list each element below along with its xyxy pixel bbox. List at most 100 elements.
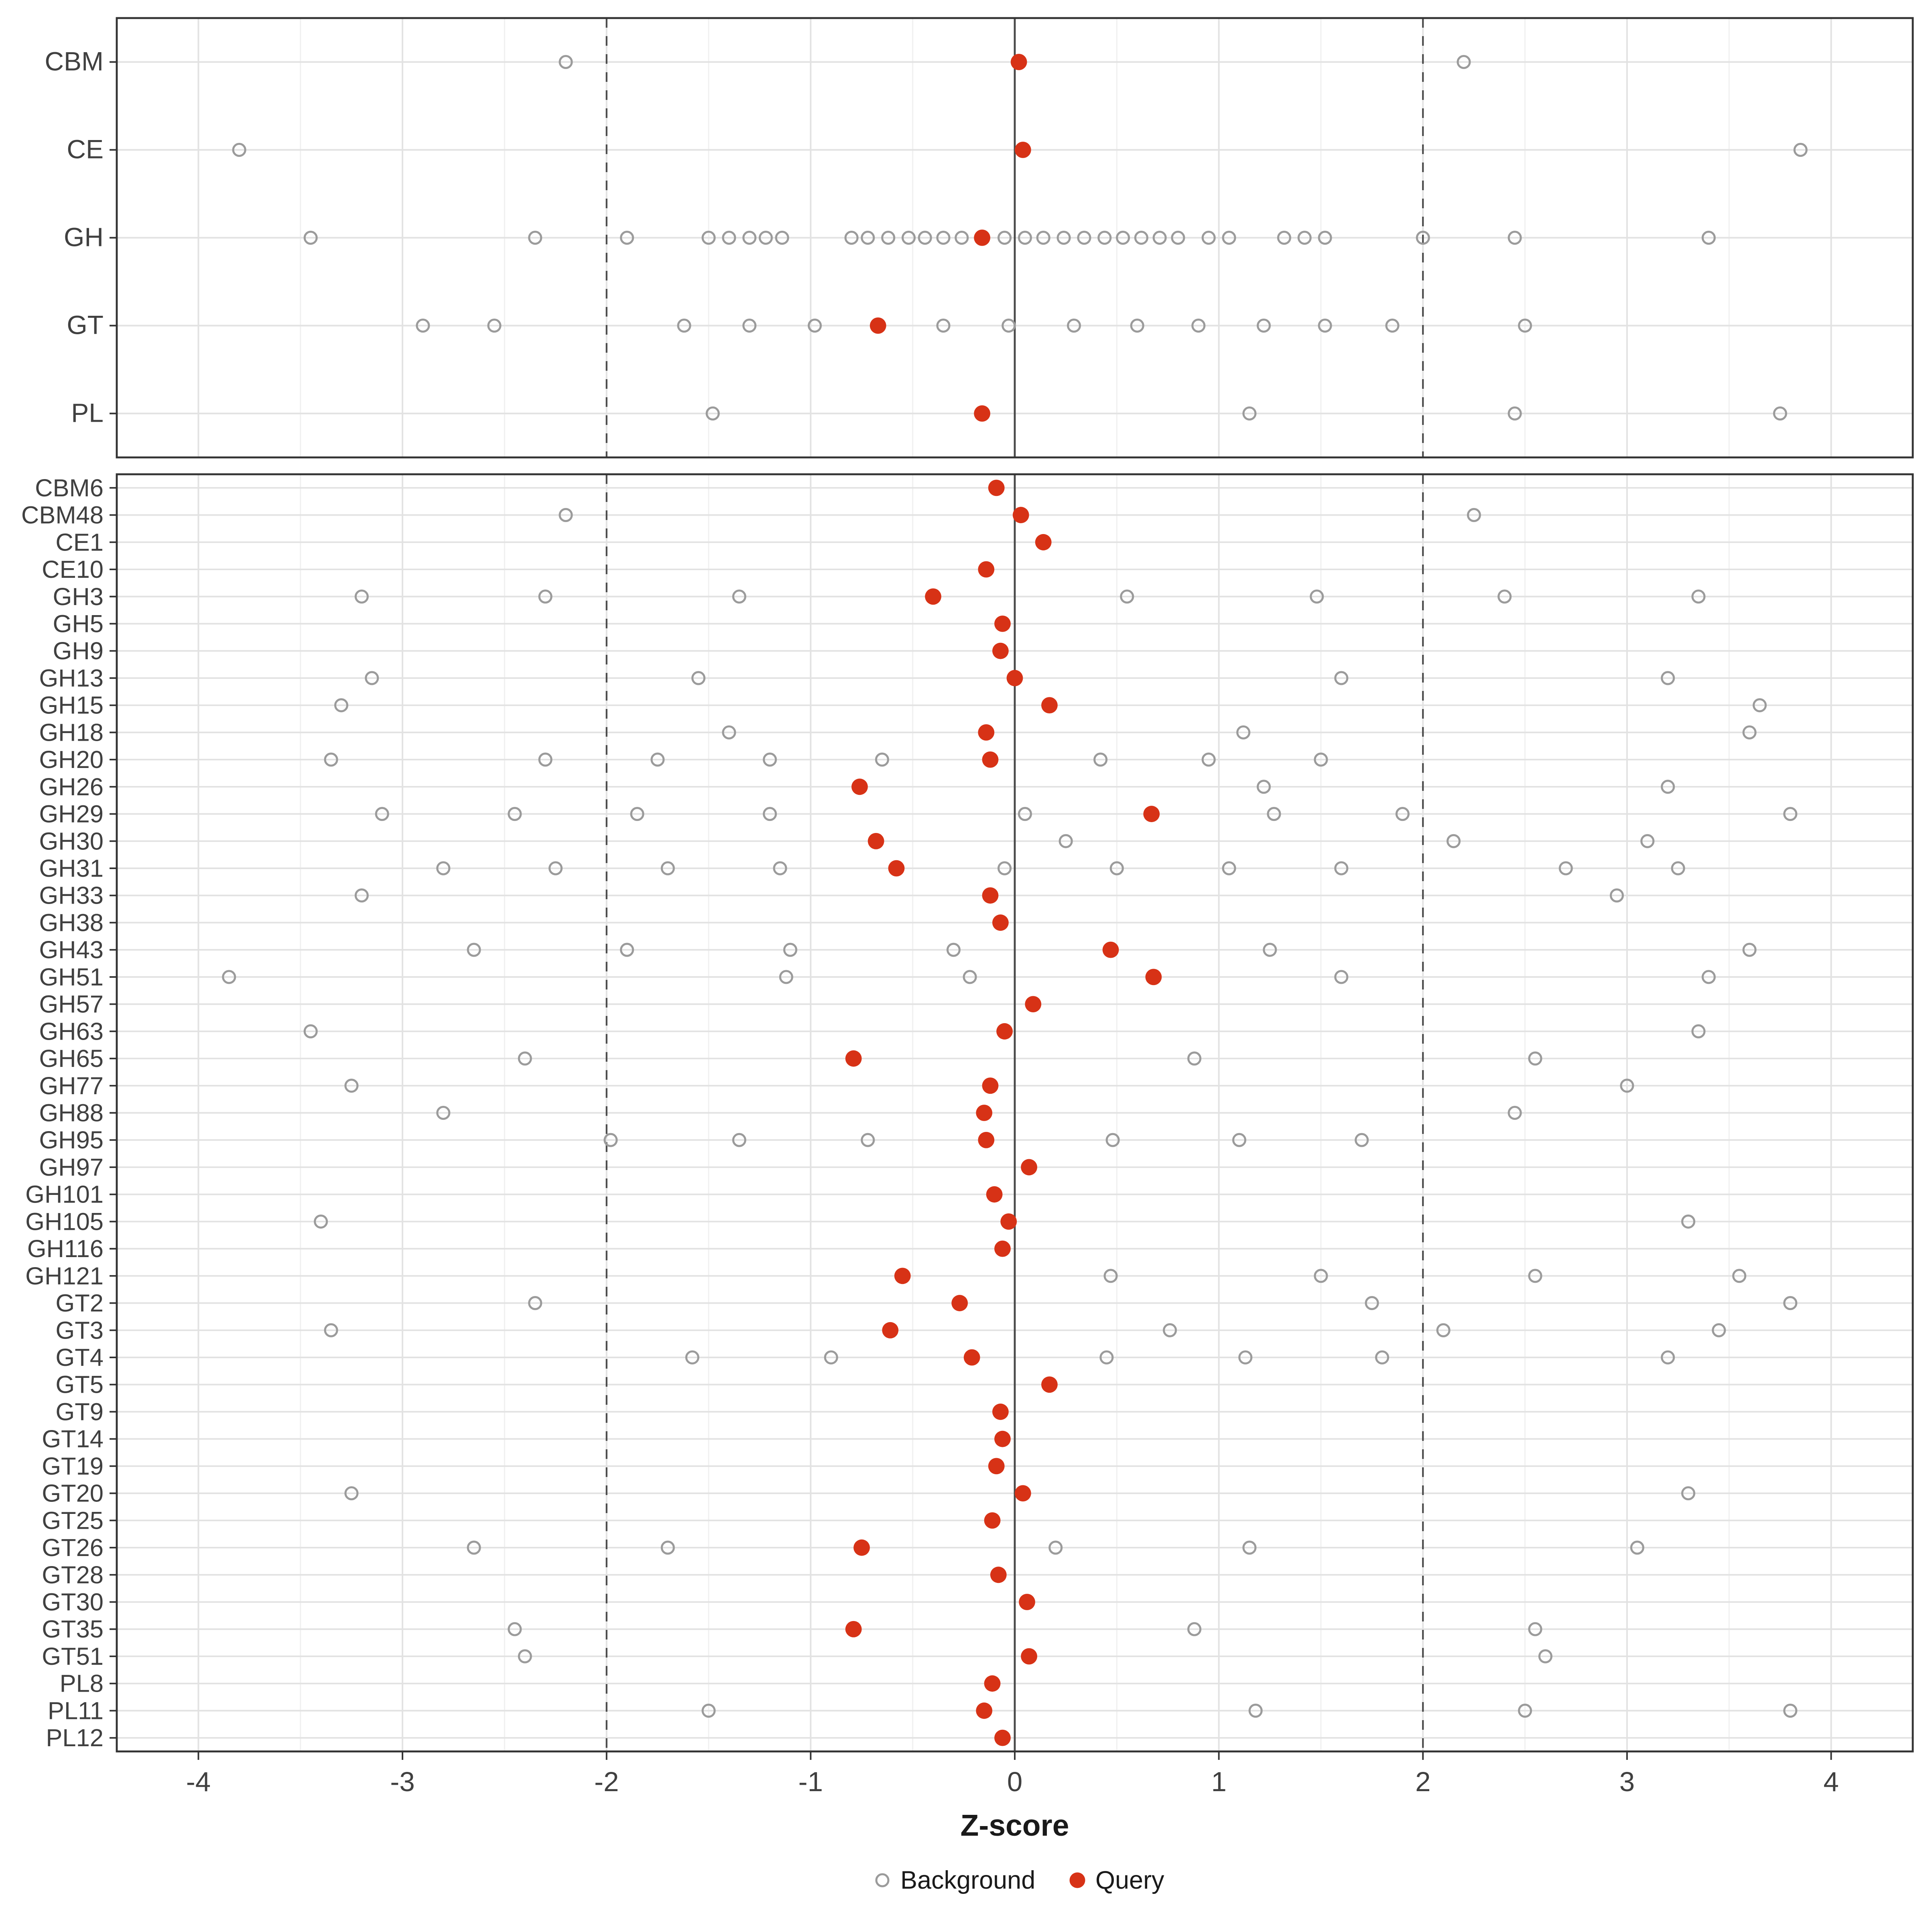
background-point: [518, 1649, 532, 1664]
background-point: [1097, 230, 1112, 245]
background-point: [955, 230, 969, 245]
background-point: [1436, 1323, 1451, 1337]
background-point: [677, 318, 691, 333]
y-axis-label: GT5: [55, 1371, 104, 1399]
background-point: [1447, 834, 1461, 848]
background-point: [1314, 1269, 1328, 1283]
y-axis-label: GH63: [39, 1018, 104, 1045]
background-point: [1712, 1323, 1726, 1337]
background-point: [998, 861, 1012, 876]
query-point: [992, 1404, 1009, 1420]
x-tick-label: 4: [1823, 1766, 1839, 1797]
query-point: [996, 1023, 1013, 1040]
query-point: [870, 317, 886, 334]
query-point: [982, 751, 999, 768]
background-point: [1528, 1622, 1542, 1636]
background-point: [1036, 230, 1050, 245]
background-point: [1701, 230, 1716, 245]
background-point: [779, 970, 793, 984]
y-axis-label: GH116: [27, 1235, 104, 1263]
y-axis-label: GH20: [39, 746, 104, 774]
background-point: [508, 807, 522, 821]
background-point: [436, 861, 451, 876]
background-point: [222, 970, 236, 984]
background-point: [518, 1051, 532, 1066]
y-axis-label: GH: [64, 222, 104, 252]
x-tick-label: 0: [1007, 1766, 1022, 1797]
query-point: [976, 1702, 993, 1719]
background-point: [1318, 230, 1332, 245]
background-point: [354, 589, 369, 604]
background-point: [528, 230, 542, 245]
background-point: [1507, 1105, 1522, 1120]
background-point: [1355, 1133, 1369, 1147]
background-point: [1067, 318, 1081, 333]
background-point: [946, 943, 961, 957]
background-point: [303, 1024, 318, 1038]
background-point: [1187, 1622, 1202, 1636]
query-point: [868, 833, 884, 849]
x-tick-label: -3: [390, 1766, 414, 1797]
background-point: [1783, 1703, 1798, 1718]
query-point: [882, 1322, 899, 1339]
background-point: [1109, 861, 1124, 876]
query-point: [1006, 670, 1023, 687]
background-point: [758, 230, 773, 245]
background-point: [1242, 406, 1257, 421]
query-point: [982, 887, 999, 904]
background-point: [1134, 230, 1148, 245]
background-point: [1048, 1540, 1063, 1555]
background-point: [324, 1323, 338, 1337]
y-axis-label: GT19: [42, 1453, 104, 1480]
background-point: [1318, 318, 1332, 333]
query-point: [984, 1675, 1001, 1692]
y-axis-label: CE: [67, 134, 104, 164]
background-point: [1507, 406, 1522, 421]
y-axis-label: GH65: [39, 1045, 104, 1073]
background-point: [1497, 589, 1512, 604]
chart-generated-content: CBM CE GH GT PL CBM6CBM48CE1CE10GH3GH5GH9GH13…: [21, 17, 1914, 1797]
background-point: [660, 1540, 675, 1555]
background-point: [1457, 55, 1471, 69]
y-axis-label: GT9: [55, 1398, 104, 1426]
x-tick-label: -1: [798, 1766, 823, 1797]
background-point: [1661, 780, 1675, 794]
background-point: [861, 230, 875, 245]
y-axis-label: GT25: [42, 1507, 104, 1534]
background-point: [1163, 1323, 1177, 1337]
y-axis-label: CE10: [42, 556, 104, 583]
y-axis-label: GH77: [39, 1072, 104, 1100]
query-point: [988, 479, 1005, 496]
background-point: [1385, 318, 1400, 333]
background-point: [344, 1079, 359, 1093]
background-point: [1201, 752, 1216, 767]
query-point: [992, 914, 1009, 931]
background-point: [1105, 1133, 1120, 1147]
background-point: [1077, 230, 1091, 245]
query-point: [1102, 941, 1119, 958]
background-point: [416, 318, 430, 333]
background-point: [1056, 230, 1071, 245]
background-point: [1263, 943, 1277, 957]
background-point: [1701, 970, 1716, 984]
background-point: [1691, 1024, 1706, 1038]
background-point: [1130, 318, 1144, 333]
background-point: [732, 1133, 746, 1147]
background-point: [1681, 1214, 1696, 1229]
legend-query-label: Query: [1095, 1866, 1164, 1894]
background-point: [1518, 1703, 1532, 1718]
background-point: [528, 1296, 542, 1310]
background-point: [722, 725, 736, 739]
background-point: [1238, 1350, 1253, 1365]
query-point: [974, 230, 991, 246]
x-tick-label: 3: [1619, 1766, 1635, 1797]
y-axis-label: CBM: [45, 47, 104, 76]
query-point: [1012, 507, 1029, 523]
background-point: [1528, 1269, 1542, 1283]
query-point: [1000, 1213, 1017, 1230]
query-point: [1014, 1485, 1031, 1502]
query-point: [1035, 534, 1052, 551]
background-point: [1732, 1269, 1747, 1283]
background-point: [1222, 861, 1236, 876]
